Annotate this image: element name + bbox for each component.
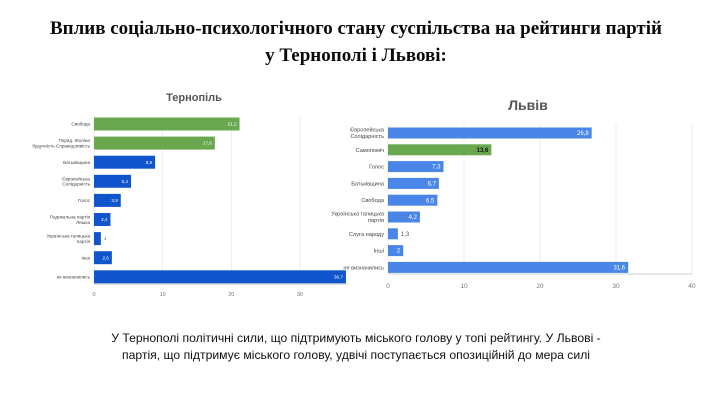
slide-subtitle: у Тернополі і Львові: bbox=[265, 45, 447, 66]
ternopil-bar bbox=[94, 193, 121, 207]
ternopil-data-label: 3,9 bbox=[111, 198, 118, 203]
ternopil-data-label: 17,6 bbox=[203, 141, 212, 146]
lviv-data-label: 6,7 bbox=[428, 182, 437, 188]
ternopil-category-label: Українська галицька партія bbox=[47, 234, 91, 244]
lviv-bar bbox=[388, 261, 629, 273]
ternopil-data-label: 2,6 bbox=[102, 255, 109, 260]
slide-title: Вплив соціально-психологічного стану сус… bbox=[50, 18, 662, 39]
lviv-tick-label: 20 bbox=[536, 283, 544, 290]
lviv-bar bbox=[388, 245, 404, 257]
ternopil-data-label: 2,4 bbox=[101, 217, 108, 222]
lviv-category-label: Інші bbox=[374, 249, 384, 255]
lviv-bar bbox=[388, 161, 444, 173]
ternopil-category-label: Свобода bbox=[71, 122, 90, 127]
ternopil-bar bbox=[94, 136, 215, 150]
ternopil-data-label: 1 bbox=[104, 236, 107, 241]
lviv-category-label: Свобода bbox=[361, 198, 385, 204]
caption-line-2: партія, що підтримує міського голову, уд… bbox=[121, 348, 591, 362]
ternopil-tick-label: 20 bbox=[228, 292, 234, 298]
lviv-data-label: 1,3 bbox=[401, 232, 410, 238]
lviv-bar bbox=[388, 194, 438, 206]
ternopil-bar bbox=[94, 213, 111, 226]
lviv-category-label: Європейська Солідарність bbox=[350, 127, 385, 140]
ternopil-data-label: 8,9 bbox=[146, 160, 153, 165]
lviv-bar bbox=[388, 228, 398, 240]
ternopil-data-label: 5,4 bbox=[122, 179, 129, 184]
lviv-category-label: Самопоміч bbox=[356, 148, 384, 154]
ternopil-bar bbox=[94, 232, 101, 246]
ternopil-bar bbox=[94, 174, 132, 188]
ternopil-bar bbox=[94, 270, 346, 284]
ternopil-category-label: Інші bbox=[81, 255, 90, 260]
ternopil-category-label: Радикальна партія Ляшка bbox=[50, 214, 90, 224]
lviv-chart-title: Львів bbox=[508, 97, 548, 113]
ternopil-chart: Тернопіль 0 10 20 30 Свобода 21,2 Поряд. Жоліна… bbox=[32, 92, 348, 298]
lviv-data-label: 26,8 bbox=[577, 131, 589, 137]
lviv-tick-label: 0 bbox=[386, 283, 390, 290]
lviv-data-label: 2 bbox=[397, 249, 401, 255]
lviv-bar bbox=[388, 144, 492, 156]
lviv-bar bbox=[388, 177, 439, 189]
ternopil-tick-label: 0 bbox=[92, 292, 95, 298]
ternopil-bar bbox=[94, 117, 240, 131]
lviv-bar bbox=[388, 211, 420, 223]
lviv-category-label: не визначились bbox=[343, 265, 384, 271]
lviv-data-label: 6,5 bbox=[426, 198, 435, 204]
lviv-data-label: 4,2 bbox=[409, 215, 418, 221]
lviv-tick-label: 10 bbox=[460, 283, 468, 290]
ternopil-bar bbox=[94, 251, 112, 265]
lviv-data-label: 7,3 bbox=[432, 165, 441, 171]
ternopil-tick-label: 10 bbox=[160, 292, 166, 298]
ternopil-category-label: Батьківщина bbox=[63, 160, 90, 165]
ternopil-category-label: Європейська Солідарність bbox=[62, 175, 90, 186]
lviv-category-label: Батьківщина bbox=[351, 181, 385, 187]
ternopil-chart-title: Тернопіль bbox=[166, 92, 222, 104]
ternopil-category-label: Голос bbox=[78, 198, 91, 203]
ternopil-data-label: 36,7 bbox=[334, 274, 343, 279]
lviv-category-label: Голос bbox=[369, 165, 384, 171]
ternopil-tick-label: 30 bbox=[297, 292, 303, 298]
lviv-tick-label: 30 bbox=[612, 283, 620, 290]
lviv-category-label: Українська галицька партія bbox=[331, 212, 385, 224]
lviv-tick-label: 40 bbox=[688, 283, 696, 290]
lviv-category-label: Слуга народу bbox=[349, 232, 384, 238]
caption-line-1: У Тернополі політичні сили, що підтримую… bbox=[111, 331, 601, 345]
ternopil-bar bbox=[94, 155, 156, 169]
lviv-bar bbox=[388, 127, 592, 139]
ternopil-category-label: Поряд. Жоліна будучність Справедливість bbox=[32, 138, 90, 148]
ternopil-category-label: не визначились bbox=[57, 274, 91, 279]
lviv-data-label: 13,6 bbox=[477, 148, 489, 154]
lviv-data-label: 31,6 bbox=[613, 266, 625, 272]
ternopil-data-label: 21,2 bbox=[228, 122, 237, 127]
